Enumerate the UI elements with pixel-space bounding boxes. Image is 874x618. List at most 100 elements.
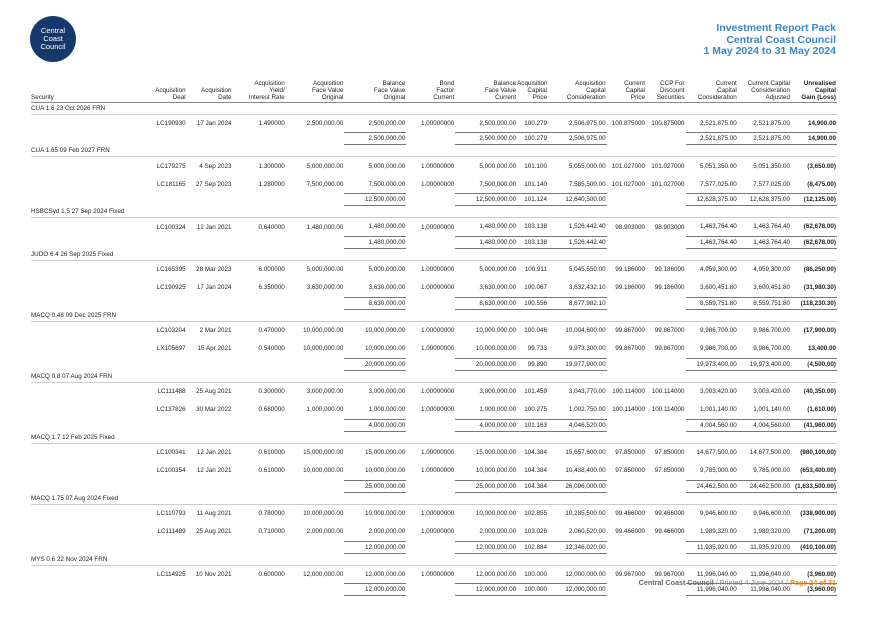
cell-date: 11 Aug 2021 xyxy=(196,510,232,517)
cell-bal-face-orig: 5,000,000.00 xyxy=(368,266,406,273)
table-row: LX105697 15 Apr 2021 0.540000 10,000,000.00… xyxy=(31,340,837,359)
cell-cur-price: 99.466000 xyxy=(615,528,646,536)
cell-cur-consideration-adj: 3,600,451.80 xyxy=(753,284,791,291)
cell-bond-factor: 1.00000000 xyxy=(420,120,455,127)
cell-bal-face-orig: 5,000,000.00 xyxy=(368,162,406,170)
table-row: LC190925 17 Jan 2024 6.350000 3,630,000.00 3… xyxy=(31,279,837,298)
cell-ccp-discount: 99.867000 xyxy=(654,345,685,353)
security-cell-empty xyxy=(31,504,148,523)
col-header-date: Acquisition Date xyxy=(186,66,233,103)
cell-acq-price: 102.855 xyxy=(524,510,547,517)
cell-acq-face: 15,000,000.00 xyxy=(303,449,344,456)
cell-acq-consideration: 9,973,300.00 xyxy=(568,345,606,352)
cell-yield: 0.600000 xyxy=(258,571,285,578)
blank-cell xyxy=(286,194,345,206)
col-header-acq-consideration: Acquisition Capital Consideration xyxy=(548,66,607,103)
cell-bal-face-cur: 7,500,000.00 xyxy=(479,180,517,188)
cell-acq-price: 100.067 xyxy=(524,284,547,291)
cell-date: 2 Mar 2021 xyxy=(199,327,232,334)
security-cell-empty xyxy=(31,443,148,462)
total-cur-consideration: 8,559,751.80 xyxy=(685,296,738,310)
cell-deal: LC100324 xyxy=(156,223,186,231)
security-group-header: JUDO 6.4 26 Sep 2025 Fixed xyxy=(31,248,837,261)
cell-ccp-discount: 98.903000 xyxy=(654,223,685,231)
blank-cell xyxy=(286,419,345,431)
col-header-ccp-discount: CCP For Discount Securities xyxy=(646,66,686,103)
cell-deal: LC100354 xyxy=(156,467,186,475)
cell-yield: 0.300000 xyxy=(258,388,285,395)
blank-cell xyxy=(607,297,646,309)
total-acq-price: 102.884 xyxy=(517,540,548,554)
total-cur-consideration-adj: 8,559,751.80 xyxy=(737,296,792,310)
blank-cell xyxy=(607,194,646,206)
table-row: LC190930 17 Jan 2024 1.490000 2,500,000.00 2… xyxy=(31,114,837,133)
cell-acq-price: 101.459 xyxy=(524,388,547,395)
total-gain-loss: (41,960.00) xyxy=(791,418,837,432)
total-cur-consideration-adj: 19,973,400.00 xyxy=(737,357,792,371)
cell-acq-consideration: 10,285,500.00 xyxy=(565,510,606,517)
security-name: CUA 1.65 09 Feb 2027 FRN xyxy=(31,144,837,157)
security-cell-empty xyxy=(31,462,148,481)
cell-yield: 6.350000 xyxy=(258,284,285,292)
cell-deal: LX105697 xyxy=(156,345,186,353)
cell-deal: LC165395 xyxy=(156,266,186,273)
cell-date: 25 Aug 2021 xyxy=(196,388,232,395)
cell-date: 27 Sep 2023 xyxy=(195,180,232,188)
total-acq-price: 100.279 xyxy=(517,132,548,145)
cell-bond-factor: 1.00000000 xyxy=(420,449,455,456)
total-cur-consideration-adj: 1,463,764.40 xyxy=(737,235,792,249)
cell-yield: 0.540000 xyxy=(258,345,285,353)
cell-cur-consideration-adj: 14,677,500.00 xyxy=(749,449,791,456)
cell-bal-face-orig: 7,500,000.00 xyxy=(368,180,406,188)
blank-cell xyxy=(187,194,233,206)
blank-cell xyxy=(406,133,455,145)
cell-cur-price: 99.867000 xyxy=(615,327,646,334)
cell-bal-face-orig: 1,480,000.00 xyxy=(368,223,406,231)
cell-cur-consideration-adj: 1,989,320.00 xyxy=(753,528,791,535)
total-gain-loss: (410,100.00) xyxy=(791,540,837,554)
cell-acq-price: 100.275 xyxy=(524,406,547,413)
cell-bond-factor: 1.00000000 xyxy=(420,284,455,292)
total-bal-face-orig: 12,500,000.00 xyxy=(344,193,407,206)
cell-gain-loss: (1,610.00) xyxy=(807,406,836,413)
cell-acq-face: 5,000,000.00 xyxy=(306,266,344,273)
blank-cell xyxy=(187,133,233,145)
cell-acq-price: 103.138 xyxy=(524,223,547,231)
cell-cur-price: 98.903000 xyxy=(615,223,646,231)
security-group-header: MACQ 0.48 09 Dec 2025 FRN xyxy=(31,309,837,322)
cell-cur-consideration-adj: 5,051,350.00 xyxy=(753,162,791,170)
total-acq-price: 103.138 xyxy=(517,235,548,249)
blank-cell xyxy=(646,133,685,145)
cell-acq-face: 10,000,000.00 xyxy=(303,467,344,475)
total-bal-face-orig: 20,000,000.00 xyxy=(344,357,407,371)
cell-acq-consideration: 1,002,750.00 xyxy=(568,406,606,413)
blank-cell xyxy=(646,541,685,553)
col-header-cur-price: Current Capital Price xyxy=(606,66,647,103)
cell-ccp-discount: 99.466000 xyxy=(654,528,685,536)
total-acq-consideration: 1,526,442.40 xyxy=(548,235,607,249)
security-group-header: CUA 1.65 09 Feb 2027 FRN xyxy=(31,144,837,157)
cell-gain-loss: (980,100.00) xyxy=(800,449,836,456)
cell-yield: 1.280000 xyxy=(258,180,285,188)
security-cell-empty xyxy=(31,419,148,431)
cell-cur-consideration-adj: 9,785,000.00 xyxy=(753,467,791,474)
cell-cur-consideration: 1,989,320.00 xyxy=(699,528,737,535)
total-bal-face-orig: 4,000,000.00 xyxy=(344,418,407,432)
cell-acq-price: 99.733 xyxy=(527,345,547,352)
cell-date: 12 Jan 2021 xyxy=(196,223,232,231)
cell-acq-consideration: 3,632,432.10 xyxy=(568,284,606,291)
cell-cur-price: 100.114000 xyxy=(612,388,646,395)
cell-gain-loss: (40,350.00) xyxy=(803,388,836,395)
cell-gain-loss: (86,250.00) xyxy=(803,266,836,273)
blank-cell xyxy=(232,584,285,596)
blank-cell xyxy=(406,236,455,248)
cell-cur-consideration-adj: 9,986,700.00 xyxy=(753,327,791,334)
blank-cell xyxy=(148,541,186,553)
total-acq-consideration: 2,506,975.00 xyxy=(548,132,607,145)
cell-bal-face-cur: 15,000,000.00 xyxy=(475,449,517,456)
cell-ccp-discount: 100.114000 xyxy=(651,406,685,414)
security-name: JUDO 6.4 26 Sep 2025 Fixed xyxy=(31,248,837,261)
cell-ccp-discount: 99.186000 xyxy=(654,266,685,273)
cell-cur-price: 97.850000 xyxy=(615,467,646,475)
total-cur-consideration: 4,004,560.00 xyxy=(685,418,738,432)
